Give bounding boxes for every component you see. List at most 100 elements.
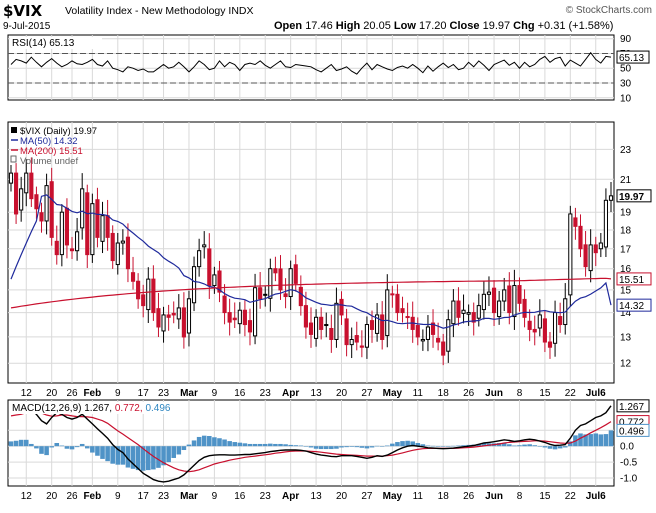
candle-body [364,324,370,348]
candle-body [166,314,171,318]
candle-body [64,207,70,246]
macd-histogram-bar [257,443,263,447]
macd-last-value: 1.267 [619,402,644,413]
candle-body [558,316,563,326]
candle-body [212,274,217,287]
date-tick-label: 17 [138,491,150,502]
candle-body [471,312,476,323]
candle-body [608,195,614,201]
macd-histogram-bar [349,446,354,447]
date-tick-label: 20 [46,388,58,399]
ticker-description: Volatility Index - New Methodology INDX [65,5,254,17]
date-tick-label: 9 [212,491,218,502]
macd-histogram-bar [196,436,202,447]
rsi-line [10,51,612,75]
candle-body [436,337,441,343]
candle-body [202,244,207,248]
date-tick-label: 26 [66,491,78,502]
macd-histogram-bar [262,443,268,447]
candle-body [405,316,410,319]
volume-legend: Volume undef [20,156,78,167]
candle-body [481,293,486,311]
macd-histogram-bar [395,442,400,447]
macd-histogram-bar [140,446,146,471]
candle-body [273,268,278,274]
candle-body [385,289,390,337]
macd-histogram-bar [379,446,385,447]
macd-legend-value: 0.772, [115,403,146,414]
macd-histogram-bar [562,446,568,448]
macd-histogram-bar [59,445,65,447]
candle-body [420,338,425,342]
macd-line [10,405,612,483]
macd-histogram-bar [446,446,451,447]
date-tick-label: 27 [361,491,373,502]
date-tick-label: 23 [260,388,272,399]
macd-histogram-bar [435,446,441,447]
candle-body [24,172,29,194]
price-tick-label: 21 [620,175,632,186]
low-value: 17.20 [418,20,447,32]
price-panel: 12 13 14 15 16 17 18 19 21 23 19.97 15.51 14.32 $VIX … [7,121,652,384]
date-tick-label: May [383,491,403,502]
macd-histogram-bar [354,446,360,448]
candle-body [324,324,329,327]
macd-tick-label: 0.0 [620,442,634,453]
volume-legend-swatch [10,155,17,163]
candle-body [375,314,380,334]
candle-body [390,293,395,296]
price-tick-label: 14 [620,308,632,319]
candle-body [268,268,273,299]
candle-body [400,308,405,314]
candle-body [207,248,212,287]
candle-body [334,302,339,340]
macd-legend-prefix: MACD(12,26,9) [12,403,84,414]
macd-histogram-bar [222,439,227,447]
date-tick-label: 18 [438,491,450,502]
date-tick-label: 27 [361,388,373,399]
macd-last-box [616,399,650,413]
candle-body [39,212,44,222]
date-tick-label: 13 [311,388,323,399]
macd-histogram-bar [405,440,410,447]
macd-histogram-bar [135,446,141,471]
candle-body [29,172,34,200]
date-tick-label: 15 [539,491,551,502]
date-tick-label: 16 [234,491,246,502]
macd-histogram-bar [247,443,253,447]
macd-histogram-bar [542,446,548,448]
date-tick-label: 15 [539,388,551,399]
macd-histogram-bar [476,443,482,447]
candle-body [151,278,156,314]
macd-histogram-bar [115,446,121,465]
candle-body [49,181,54,238]
date-tick-label: Jun [485,388,503,399]
macd-histogram-bar [537,446,543,447]
macd-histogram-bar [313,446,319,449]
macd-histogram-bar [268,443,273,447]
macd-histogram-bar [130,446,136,469]
candle-body [456,300,461,318]
candle-body [446,319,451,352]
candle-body [339,298,344,316]
candle-body [176,307,181,320]
ma200-last-value: 15.51 [619,275,644,286]
macd-histogram-bar [110,446,115,464]
candle-body [298,286,303,307]
macd-histogram-bar [318,446,324,450]
low-label: Low [393,20,416,32]
candle-body [329,327,334,340]
candle-body [502,289,507,302]
macd-histogram-bar [84,446,90,449]
candle-body [146,278,151,311]
macd-histogram-bar [232,442,238,447]
price-tick-label: 16 [620,264,632,275]
candle-body [466,312,471,315]
date-tick-label: 9 [212,388,218,399]
macd-histogram-bar [227,441,232,447]
candle-body [14,172,19,215]
macd-histogram-bar [293,445,299,447]
rsi-tick-label: 90 [620,34,632,45]
candle-body [8,172,14,184]
date-tick-label: 26 [463,491,475,502]
